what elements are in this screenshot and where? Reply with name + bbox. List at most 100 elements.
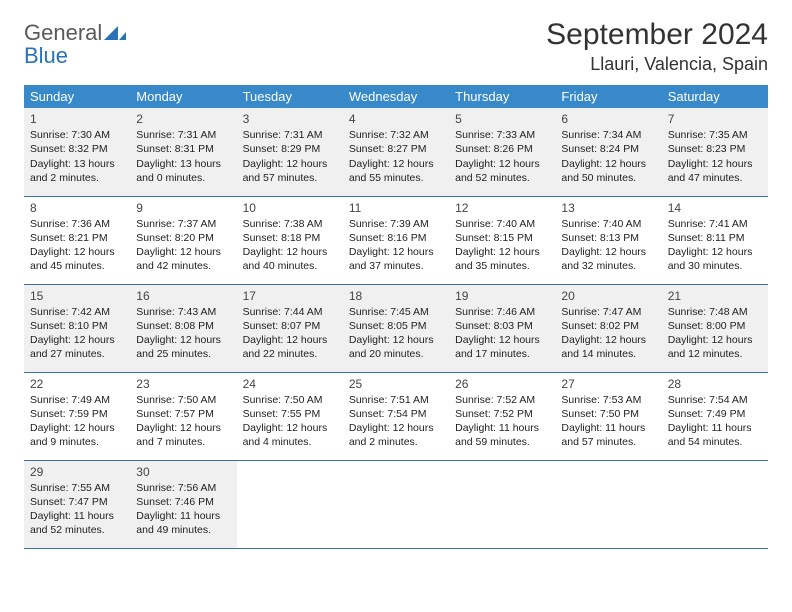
sunrise-text: Sunrise: 7:37 AM [136,217,230,231]
day-number: 18 [349,288,443,304]
daylight-text-2: and 2 minutes. [30,171,124,185]
sunrise-text: Sunrise: 7:45 AM [349,305,443,319]
sunrise-text: Sunrise: 7:43 AM [136,305,230,319]
day-number: 3 [243,111,337,127]
sunrise-text: Sunrise: 7:47 AM [561,305,655,319]
day-cell: 10Sunrise: 7:38 AMSunset: 8:18 PMDayligh… [237,196,343,284]
sunrise-text: Sunrise: 7:32 AM [349,128,443,142]
day-header: Monday [130,85,236,108]
day-number: 15 [30,288,124,304]
daylight-text-1: Daylight: 12 hours [243,245,337,259]
sunrise-text: Sunrise: 7:54 AM [668,393,762,407]
sunset-text: Sunset: 7:54 PM [349,407,443,421]
day-number: 30 [136,464,230,480]
day-cell: 20Sunrise: 7:47 AMSunset: 8:02 PMDayligh… [555,284,661,372]
day-header: Tuesday [237,85,343,108]
day-header: Saturday [662,85,768,108]
daylight-text-2: and 17 minutes. [455,347,549,361]
day-cell: 9Sunrise: 7:37 AMSunset: 8:20 PMDaylight… [130,196,236,284]
daylight-text-2: and 59 minutes. [455,435,549,449]
daylight-text-1: Daylight: 12 hours [243,421,337,435]
day-cell: 13Sunrise: 7:40 AMSunset: 8:13 PMDayligh… [555,196,661,284]
sunset-text: Sunset: 8:11 PM [668,231,762,245]
day-number: 10 [243,200,337,216]
day-number: 25 [349,376,443,392]
day-number: 19 [455,288,549,304]
day-cell: 24Sunrise: 7:50 AMSunset: 7:55 PMDayligh… [237,372,343,460]
day-number: 22 [30,376,124,392]
sunset-text: Sunset: 8:31 PM [136,142,230,156]
sunset-text: Sunset: 7:49 PM [668,407,762,421]
calendar-body: 1Sunrise: 7:30 AMSunset: 8:32 PMDaylight… [24,108,768,548]
daylight-text-2: and 50 minutes. [561,171,655,185]
week-row: 29Sunrise: 7:55 AMSunset: 7:47 PMDayligh… [24,460,768,548]
daylight-text-2: and 54 minutes. [668,435,762,449]
sunset-text: Sunset: 7:59 PM [30,407,124,421]
daylight-text-1: Daylight: 12 hours [243,157,337,171]
sunset-text: Sunset: 8:10 PM [30,319,124,333]
logo-sail-icon [104,24,126,40]
day-cell [662,460,768,548]
sunrise-text: Sunrise: 7:35 AM [668,128,762,142]
daylight-text-1: Daylight: 12 hours [561,333,655,347]
daylight-text-2: and 37 minutes. [349,259,443,273]
daylight-text-1: Daylight: 11 hours [136,509,230,523]
day-cell: 12Sunrise: 7:40 AMSunset: 8:15 PMDayligh… [449,196,555,284]
daylight-text-2: and 49 minutes. [136,523,230,537]
daylight-text-1: Daylight: 11 hours [561,421,655,435]
day-cell: 14Sunrise: 7:41 AMSunset: 8:11 PMDayligh… [662,196,768,284]
day-number: 20 [561,288,655,304]
day-number: 8 [30,200,124,216]
day-number: 29 [30,464,124,480]
daylight-text-2: and 52 minutes. [455,171,549,185]
daylight-text-1: Daylight: 13 hours [136,157,230,171]
daylight-text-2: and 12 minutes. [668,347,762,361]
daylight-text-2: and 47 minutes. [668,171,762,185]
daylight-text-1: Daylight: 12 hours [455,245,549,259]
day-cell: 21Sunrise: 7:48 AMSunset: 8:00 PMDayligh… [662,284,768,372]
logo-word1: General [24,20,102,45]
day-cell: 23Sunrise: 7:50 AMSunset: 7:57 PMDayligh… [130,372,236,460]
day-number: 14 [668,200,762,216]
day-number: 1 [30,111,124,127]
day-number: 16 [136,288,230,304]
week-row: 8Sunrise: 7:36 AMSunset: 8:21 PMDaylight… [24,196,768,284]
sunset-text: Sunset: 8:16 PM [349,231,443,245]
day-cell: 28Sunrise: 7:54 AMSunset: 7:49 PMDayligh… [662,372,768,460]
daylight-text-1: Daylight: 12 hours [30,245,124,259]
day-cell: 17Sunrise: 7:44 AMSunset: 8:07 PMDayligh… [237,284,343,372]
daylight-text-1: Daylight: 12 hours [455,333,549,347]
daylight-text-2: and 55 minutes. [349,171,443,185]
day-number: 5 [455,111,549,127]
day-cell: 2Sunrise: 7:31 AMSunset: 8:31 PMDaylight… [130,108,236,196]
daylight-text-2: and 9 minutes. [30,435,124,449]
daylight-text-2: and 2 minutes. [349,435,443,449]
daylight-text-1: Daylight: 12 hours [349,157,443,171]
day-number: 26 [455,376,549,392]
day-number: 17 [243,288,337,304]
daylight-text-1: Daylight: 11 hours [668,421,762,435]
sunset-text: Sunset: 8:23 PM [668,142,762,156]
day-cell [343,460,449,548]
calendar-page: General Blue September 2024 Llauri, Vale… [0,0,792,549]
sunset-text: Sunset: 8:27 PM [349,142,443,156]
daylight-text-1: Daylight: 12 hours [668,157,762,171]
sunrise-text: Sunrise: 7:46 AM [455,305,549,319]
daylight-text-2: and 32 minutes. [561,259,655,273]
sunset-text: Sunset: 8:24 PM [561,142,655,156]
sunrise-text: Sunrise: 7:30 AM [30,128,124,142]
sunrise-text: Sunrise: 7:39 AM [349,217,443,231]
calendar-table: Sunday Monday Tuesday Wednesday Thursday… [24,85,768,549]
sunrise-text: Sunrise: 7:40 AM [561,217,655,231]
day-cell: 4Sunrise: 7:32 AMSunset: 8:27 PMDaylight… [343,108,449,196]
daylight-text-2: and 25 minutes. [136,347,230,361]
sunrise-text: Sunrise: 7:49 AM [30,393,124,407]
sunset-text: Sunset: 8:21 PM [30,231,124,245]
sunset-text: Sunset: 7:46 PM [136,495,230,509]
day-cell: 30Sunrise: 7:56 AMSunset: 7:46 PMDayligh… [130,460,236,548]
day-header-row: Sunday Monday Tuesday Wednesday Thursday… [24,85,768,108]
sunset-text: Sunset: 7:50 PM [561,407,655,421]
daylight-text-1: Daylight: 12 hours [349,333,443,347]
daylight-text-1: Daylight: 11 hours [30,509,124,523]
sunrise-text: Sunrise: 7:48 AM [668,305,762,319]
